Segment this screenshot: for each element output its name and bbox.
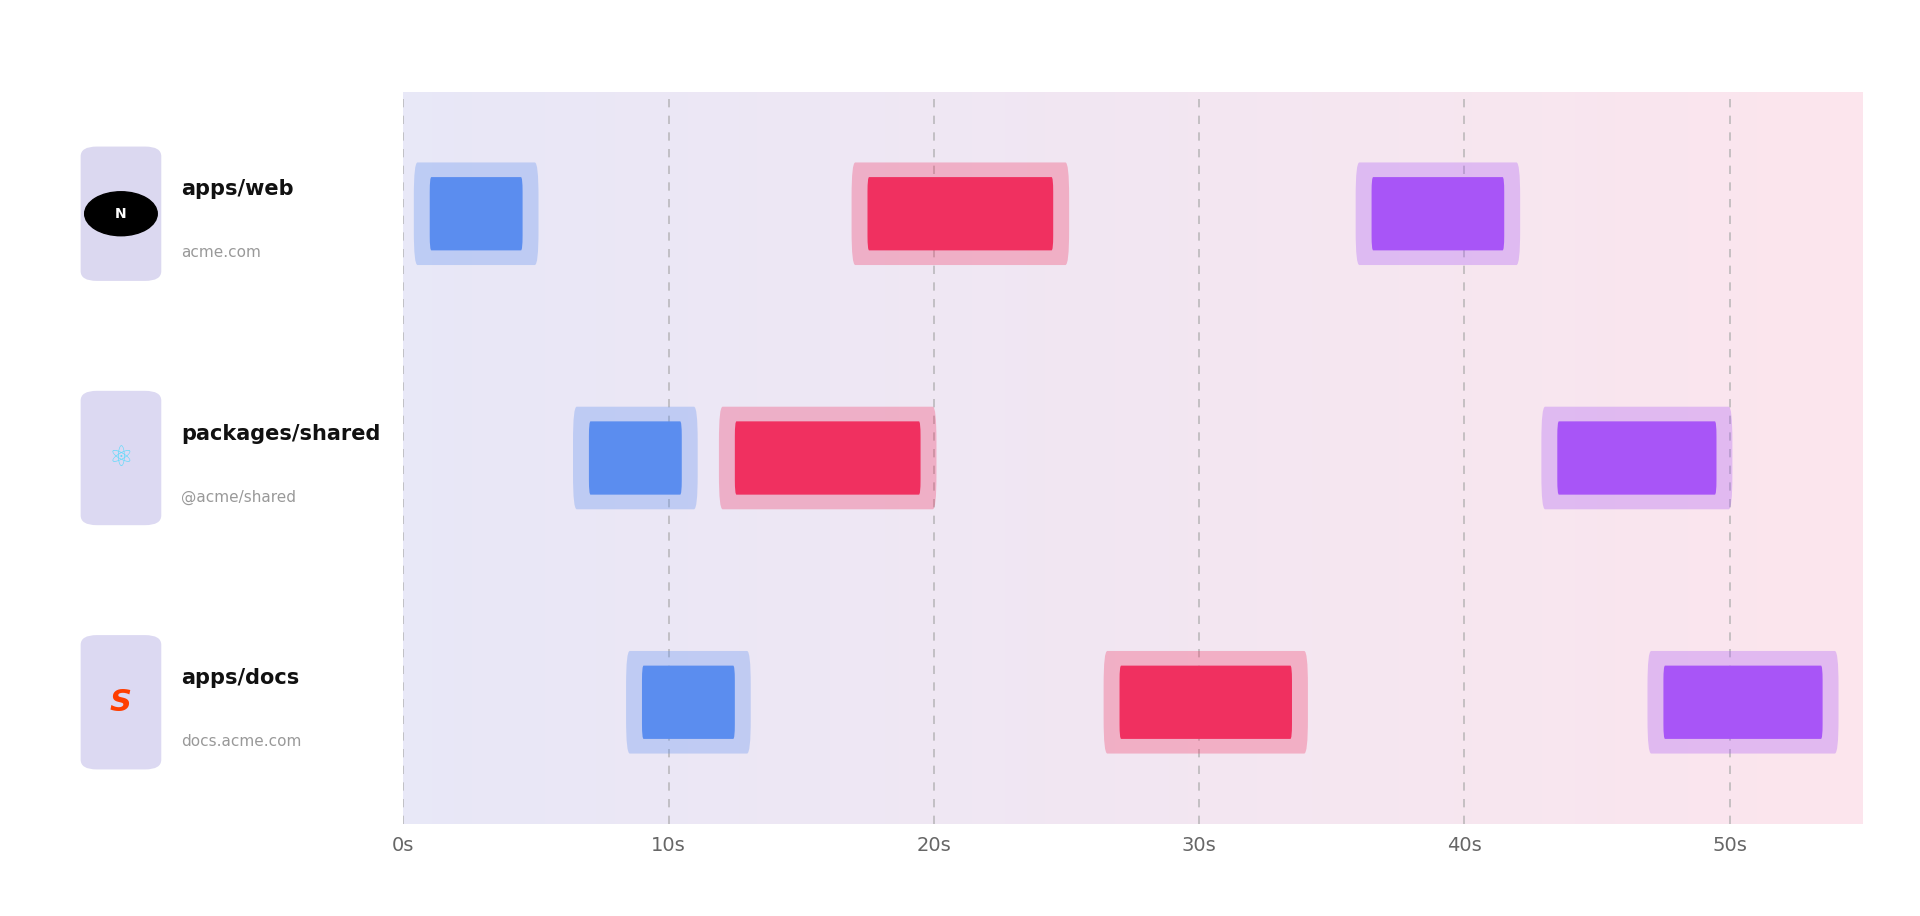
Text: apps/docs: apps/docs — [180, 668, 300, 688]
FancyBboxPatch shape — [626, 651, 751, 754]
Text: S: S — [109, 688, 132, 716]
FancyBboxPatch shape — [572, 407, 697, 509]
Text: @acme/shared: @acme/shared — [180, 489, 296, 505]
FancyBboxPatch shape — [868, 177, 1054, 250]
FancyBboxPatch shape — [1557, 421, 1716, 495]
FancyBboxPatch shape — [1542, 407, 1732, 509]
FancyBboxPatch shape — [1371, 177, 1503, 250]
Text: docs.acme.com: docs.acme.com — [180, 734, 301, 749]
FancyBboxPatch shape — [1647, 651, 1839, 754]
FancyBboxPatch shape — [1356, 162, 1521, 265]
FancyBboxPatch shape — [1119, 666, 1292, 739]
FancyBboxPatch shape — [589, 421, 682, 495]
Text: ⚛: ⚛ — [109, 444, 132, 472]
FancyBboxPatch shape — [1104, 651, 1308, 754]
Text: acme.com: acme.com — [180, 245, 261, 260]
FancyBboxPatch shape — [852, 162, 1069, 265]
Circle shape — [84, 191, 157, 235]
FancyBboxPatch shape — [718, 407, 937, 509]
FancyBboxPatch shape — [415, 162, 538, 265]
Text: N: N — [115, 207, 127, 221]
Text: apps/web: apps/web — [180, 180, 294, 200]
FancyBboxPatch shape — [81, 147, 161, 281]
FancyBboxPatch shape — [735, 421, 920, 495]
FancyBboxPatch shape — [81, 391, 161, 525]
FancyBboxPatch shape — [641, 666, 735, 739]
FancyBboxPatch shape — [430, 177, 522, 250]
FancyBboxPatch shape — [1663, 666, 1822, 739]
FancyBboxPatch shape — [81, 635, 161, 769]
Text: packages/shared: packages/shared — [180, 423, 380, 443]
